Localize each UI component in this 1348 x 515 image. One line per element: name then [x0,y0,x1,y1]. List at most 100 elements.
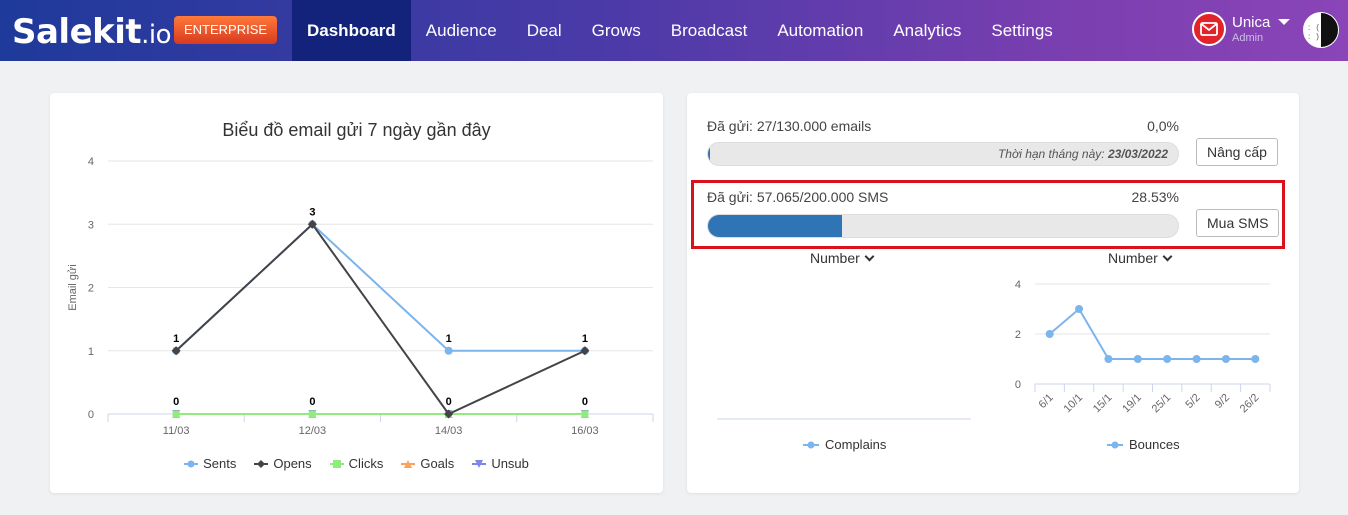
legend-unsub-label: Unsub [491,456,529,471]
main-nav: Dashboard Audience Deal Grows Broadcast … [292,0,1068,61]
legend-clicks-label: Clicks [348,456,384,471]
point-bounces [1192,355,1201,363]
nav-item-automation[interactable]: Automation [777,21,864,40]
x-tick-label: 15/1 [1091,392,1115,416]
expiry-prefix: Thời hạn tháng này: [997,147,1108,161]
legend-bounces[interactable]: Bounces [1107,437,1180,452]
legend-complains[interactable]: Complains [803,437,886,452]
sms-sent-percent: 28.53% [1131,189,1179,205]
data-label: 1 [582,333,588,345]
legend-goals[interactable]: Goals [401,456,454,471]
salekit-logo[interactable]: Salekit.io [12,12,172,52]
x-tick-label: 25/1 [1150,392,1174,416]
avatar-glyph: :( :) [1308,23,1325,41]
logo-main: Salekit [12,12,142,52]
point-opens [444,409,454,419]
point-clicks [581,410,589,418]
legend-unsub[interactable]: Unsub [472,456,529,471]
email-sent-label: Đã gửi: 27/130.000 emails [707,118,872,134]
x-tick-label: 5/2 [1183,392,1202,411]
chart-title: Biểu đồ email gửi 7 ngày gần đây [222,120,491,140]
sms-quota-fill [708,215,843,237]
nav-item-dashboard[interactable]: Dashboard [292,0,411,61]
sms-quota-bar [707,214,1179,238]
nav-item-audience[interactable]: Audience [425,21,497,40]
nav-item-grows[interactable]: Grows [591,21,641,40]
enterprise-badge: ENTERPRISE [174,16,278,44]
legend-opens[interactable]: Opens [254,456,312,471]
legend-sents-label: Sents [203,456,237,471]
x-tick-label: 6/1 [1037,392,1056,411]
point-bounces [1251,355,1260,363]
nav-item-analytics[interactable]: Analytics [893,21,962,40]
user-menu[interactable]: Unica Admin [1192,12,1291,46]
y-tick-label: 0 [88,409,94,421]
point-opens [307,219,317,229]
data-label: 1 [446,333,452,345]
y-tick-label: 2 [88,283,94,295]
chart-legend: Sents Opens Clicks Goals Unsub [50,456,663,471]
legend-goals-label: Goals [420,456,455,471]
dropdown-right-label: Number [1108,250,1158,266]
y-tick-label: 4 [88,156,94,168]
point-opens [580,346,590,356]
series-line-bounces [1049,307,1256,360]
x-tick-label: 16/03 [571,425,599,437]
y-tick-label: 4 [1015,279,1021,291]
data-label-zero: 0 [446,396,452,408]
quota-expiry-note: Thời hạn tháng này: 23/03/2022 [998,147,1168,161]
legend-clicks[interactable]: Clicks [329,456,384,471]
bounces-label: Bounces [1129,437,1180,452]
data-label-zero: 0 [173,396,179,408]
y-tick-label: 0 [1015,379,1021,391]
mini-charts: 0 2 4 6/1 10/1 15/1 19/1 25/1 5/2 9/2 26/2 [717,279,1271,420]
top-navbar: Salekit.io ENTERPRISE Dashboard Audience… [0,0,1348,61]
bounces-line-chart: 0 2 4 6/1 10/1 15/1 19/1 25/1 5/2 9/2 26/2 [1015,279,1271,416]
mail-icon [1192,12,1226,46]
metric-dropdown-left[interactable]: Number [810,250,875,266]
x-tick-label: 19/1 [1120,392,1144,416]
x-tick-label: 11/03 [163,425,190,437]
expiry-date: 23/03/2022 [1107,147,1168,161]
user-role: Admin [1232,31,1264,44]
point-sents [444,346,453,355]
legend-opens-label: Opens [273,456,312,471]
logo-suffix: .io [141,20,172,50]
point-bounces [1221,355,1230,363]
y-tick-label: 3 [88,219,94,231]
nav-item-settings[interactable]: Settings [991,21,1053,40]
point-bounces [1104,355,1113,363]
dropdown-left-label: Number [810,250,860,266]
user-name: Unica [1232,13,1271,31]
data-label: 3 [309,206,315,218]
data-label: 1 [173,333,179,345]
data-label-zero: 0 [582,396,588,408]
x-tick-label: 9/2 [1213,392,1232,411]
x-tick-label: 12/03 [299,425,327,437]
buy-sms-button[interactable]: Mua SMS [1196,209,1280,237]
point-opens [171,346,181,356]
upgrade-button[interactable]: Nâng cấp [1196,138,1278,166]
email-quota-bar: Thời hạn tháng này: 23/03/2022 [707,142,1179,166]
sms-sent-label: Đã gửi: 57.065/200.000 SMS [707,189,889,205]
metric-dropdown-right[interactable]: Number [1108,250,1173,266]
point-clicks [172,410,180,418]
x-tick-label: 14/03 [435,425,463,437]
point-clicks [308,410,316,418]
complains-label: Complains [825,437,887,452]
nav-item-deal[interactable]: Deal [526,21,562,40]
email-line-chart: 0 1 2 3 4 11/03 12/03 14/03 16/03 Email gửi 1 3 1 1 0 0… [67,156,654,437]
point-bounces [1045,330,1054,338]
legend-sents[interactable]: Sents [184,456,236,471]
avatar[interactable]: :( :) [1303,12,1339,48]
point-bounces [1163,355,1172,363]
quota-card: Đã gửi: 27/130.000 emails 0,0% Thời hạn … [687,93,1299,493]
y-tick-label: 1 [88,346,94,358]
point-bounces [1133,355,1142,363]
sms-highlight-box [691,180,1285,249]
data-label-zero: 0 [309,396,315,408]
email-chart-card: Biểu đồ email gửi 7 ngày gần đây 0 1 2 3 4 11… [50,93,663,493]
y-tick-label: 2 [1015,329,1021,341]
caret-down-icon [1278,19,1291,25]
nav-item-broadcast[interactable]: Broadcast [670,21,748,40]
